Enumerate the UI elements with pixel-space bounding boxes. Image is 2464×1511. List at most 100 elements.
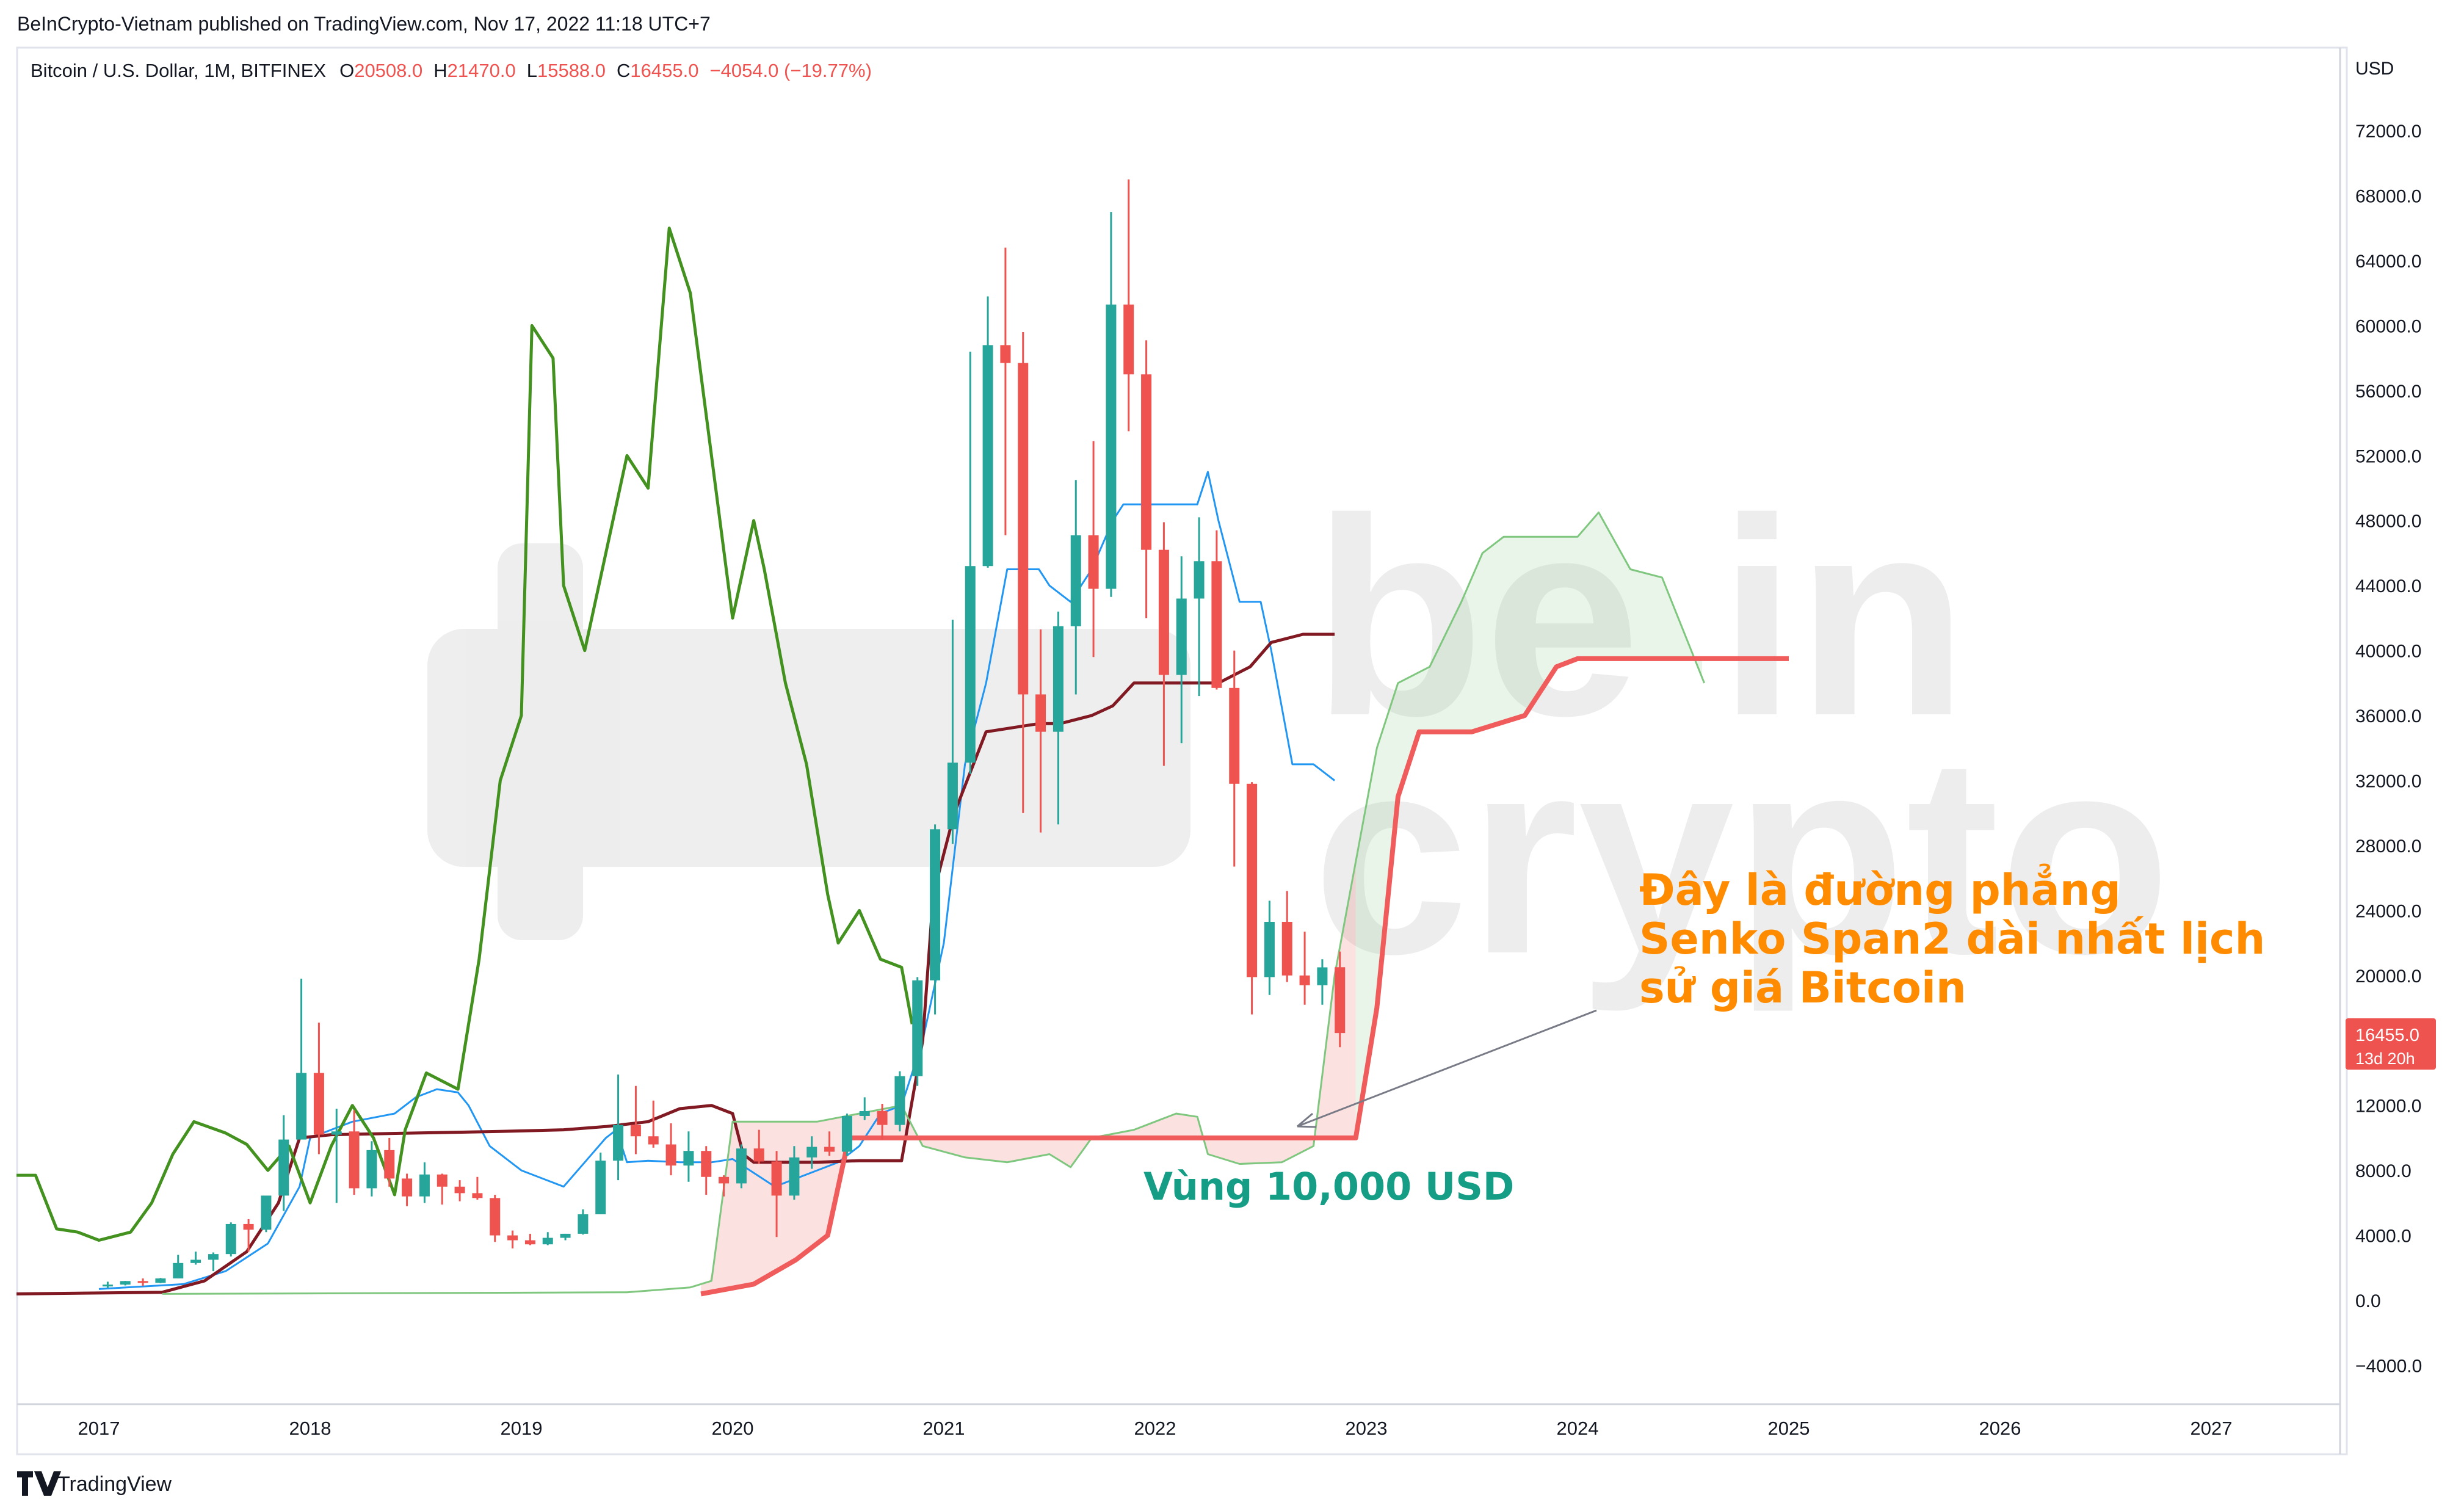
candle	[947, 620, 958, 844]
candle-body	[261, 1195, 272, 1230]
candle-body	[1158, 549, 1169, 675]
candle	[1211, 530, 1222, 690]
candle-body	[753, 1148, 764, 1162]
candle	[630, 1085, 641, 1154]
candle	[437, 1173, 448, 1205]
candle-body	[789, 1157, 800, 1196]
candle-body	[384, 1150, 395, 1179]
candle	[877, 1104, 888, 1140]
chikou-line	[16, 226, 914, 1242]
candle-body	[1264, 921, 1275, 977]
candle-body	[366, 1150, 377, 1189]
candle	[1070, 480, 1081, 695]
candle-body	[771, 1161, 782, 1196]
candle-body	[613, 1125, 624, 1161]
x-tick-label: 2022	[1134, 1418, 1176, 1439]
candle-body	[278, 1139, 289, 1196]
high-value: 21470.0	[448, 60, 516, 81]
candle	[1053, 611, 1064, 825]
footer-brand: TradingView	[57, 1473, 172, 1496]
candle	[243, 1219, 254, 1252]
candle	[771, 1151, 782, 1237]
candle-body	[630, 1125, 641, 1137]
candle	[1229, 650, 1240, 867]
candle	[490, 1195, 501, 1242]
candle-body	[719, 1176, 730, 1184]
x-tick-label: 2020	[712, 1418, 754, 1439]
y-tick-label: 0.0	[2355, 1291, 2381, 1311]
high-label: H	[433, 60, 447, 81]
watermark-logo-block	[427, 629, 1190, 867]
x-tick-label: 2018	[289, 1418, 332, 1439]
y-tick-label: 8000.0	[2355, 1161, 2411, 1181]
y-tick-label: 48000.0	[2355, 512, 2421, 532]
candle	[313, 1022, 324, 1154]
candle	[1035, 629, 1046, 833]
candle-body	[701, 1151, 712, 1177]
plot-frame	[16, 46, 2348, 1455]
x-tick-label: 2025	[1768, 1418, 1810, 1439]
candle	[349, 1110, 360, 1195]
watermark-line1: be in	[1313, 461, 1968, 774]
annotation-line-3: sử giá Bitcoin	[1639, 963, 1966, 1013]
candle-body	[331, 1131, 342, 1135]
candle-body	[665, 1144, 676, 1166]
candle-body	[1000, 345, 1011, 363]
close-label: C	[617, 60, 630, 81]
candle	[894, 1071, 905, 1132]
candle-body	[313, 1073, 324, 1135]
candle	[120, 1281, 131, 1286]
y-tick-label: 68000.0	[2355, 187, 2421, 207]
candle-body	[120, 1281, 131, 1285]
candle	[296, 979, 307, 1140]
candle	[366, 1141, 377, 1197]
tradingview-logo-icon	[17, 1471, 61, 1496]
y-tick-label: 36000.0	[2355, 706, 2421, 727]
candle-body	[225, 1223, 236, 1255]
candle-body	[736, 1148, 747, 1184]
candle-body	[1299, 975, 1310, 985]
candle	[982, 296, 993, 568]
low-label: L	[527, 60, 537, 81]
candle	[1317, 959, 1328, 1005]
candle-body	[190, 1259, 201, 1263]
candle-body	[137, 1281, 148, 1283]
close-value: 16455.0	[630, 60, 698, 81]
candle-body	[930, 829, 941, 980]
candle	[930, 824, 941, 1015]
candle	[1281, 891, 1292, 982]
kumo-fill	[701, 861, 1356, 1294]
candle	[1158, 522, 1169, 766]
candle	[1194, 517, 1205, 697]
price-tag-countdown: 13d 20h	[2355, 1049, 2415, 1068]
y-tick-label: 64000.0	[2355, 252, 2421, 272]
candle-body	[1211, 561, 1222, 688]
tradingview-logo: TradingView	[17, 1471, 172, 1496]
candle	[1335, 951, 1346, 1048]
ohlc-header: Bitcoin / U.S. Dollar, 1M, BITFINEX O2050…	[31, 60, 872, 81]
candle-body	[824, 1147, 835, 1152]
candle-body	[490, 1198, 501, 1236]
candles	[102, 179, 1346, 1288]
y-tick-label: 52000.0	[2355, 446, 2421, 466]
candle-body	[982, 345, 993, 567]
candle	[190, 1252, 201, 1265]
candle-body	[402, 1178, 413, 1197]
candle-body	[1176, 598, 1187, 675]
y-tick-label: 12000.0	[2355, 1096, 2421, 1117]
published-line: BeInCrypto-Vietnam published on TradingV…	[17, 13, 711, 35]
candle-body	[1035, 694, 1046, 732]
candle-body	[1229, 687, 1240, 784]
candle-body	[1281, 921, 1292, 976]
candle-body	[1018, 363, 1029, 695]
candle	[1123, 179, 1134, 432]
y-tick-label: 4000.0	[2355, 1227, 2411, 1247]
price-tag: 16455.0 13d 20h	[2346, 1018, 2436, 1070]
candle-body	[560, 1233, 571, 1238]
candle	[472, 1176, 483, 1200]
candle-body	[524, 1240, 535, 1245]
senkou-span-a-line	[162, 511, 1705, 1295]
candle	[560, 1233, 571, 1241]
candle	[1000, 247, 1011, 535]
